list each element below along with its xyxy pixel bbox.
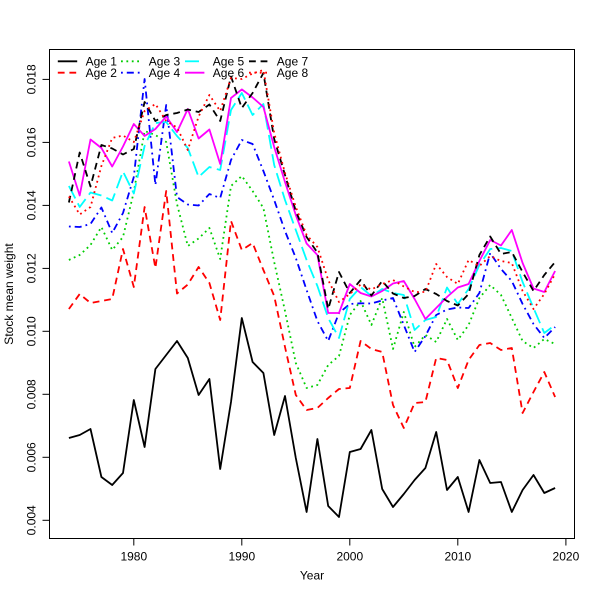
svg-text:Age 4: Age 4 [149,66,181,80]
svg-text:Age 6: Age 6 [213,66,245,80]
svg-text:1990: 1990 [228,549,255,563]
svg-text:Age 5: Age 5 [213,55,245,69]
svg-text:0.010: 0.010 [25,316,39,346]
svg-text:Age 7: Age 7 [277,55,309,69]
svg-text:Age 8: Age 8 [277,66,309,80]
svg-text:0.008: 0.008 [25,379,39,409]
svg-text:Stock mean weight: Stock mean weight [2,243,16,345]
svg-text:2000: 2000 [336,549,363,563]
svg-text:2020: 2020 [553,549,580,563]
svg-text:Year: Year [300,569,324,583]
svg-text:Age 1: Age 1 [86,55,118,69]
svg-text:0.006: 0.006 [25,442,39,472]
svg-text:0.012: 0.012 [25,253,39,283]
svg-text:0.016: 0.016 [25,127,39,157]
svg-text:Age 3: Age 3 [149,55,181,69]
svg-text:Age 2: Age 2 [86,66,118,80]
svg-text:2010: 2010 [444,549,471,563]
svg-text:0.018: 0.018 [25,64,39,94]
svg-text:1980: 1980 [120,549,147,563]
svg-text:0.004: 0.004 [25,505,39,535]
svg-text:0.014: 0.014 [25,190,39,220]
